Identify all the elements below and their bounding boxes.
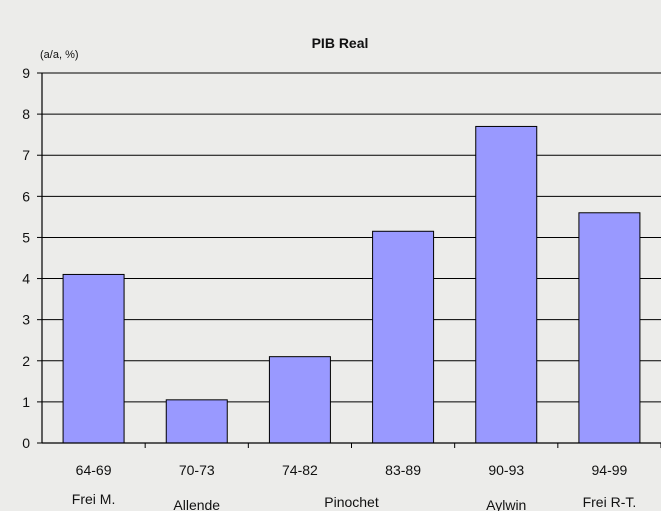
y-tick-label: 0 [22, 435, 30, 451]
y-tick-label: 8 [22, 106, 30, 122]
axes [37, 72, 661, 448]
x-tick-label: 90-93 [488, 462, 524, 478]
x-tick-label: 74-82 [282, 462, 318, 478]
bar-90-93 [475, 125, 538, 444]
period-label: Pinochet [324, 494, 379, 510]
y-unit-label: (a/a, %) [40, 49, 79, 61]
bar-70-73 [165, 399, 228, 444]
x-tick-label: 83-89 [385, 462, 421, 478]
gridlines [42, 72, 661, 403]
y-tick-label: 5 [22, 229, 30, 245]
y-tick-labels: 0 1 2 3 4 5 6 7 8 9 [22, 65, 30, 451]
x-tick-label: 70-73 [179, 462, 215, 478]
y-tick-label: 3 [22, 312, 30, 328]
y-tick-label: 4 [22, 271, 30, 287]
x-tick-label: 94-99 [592, 462, 628, 478]
period-label: Frei R-T. [583, 494, 637, 510]
y-tick-label: 6 [22, 188, 30, 204]
bar-64-69 [62, 273, 125, 444]
y-tick-label: 1 [22, 394, 30, 410]
period-label: Frei M. [72, 491, 116, 507]
bar-83-89 [372, 230, 435, 444]
bar-94-99 [578, 212, 641, 444]
x-tick-labels: 64-69 70-73 74-82 83-89 90-93 94-99 [76, 462, 628, 478]
bar-74-82 [268, 356, 331, 444]
bars [62, 125, 641, 444]
y-tick-label: 7 [22, 147, 30, 163]
y-tick-label: 2 [22, 353, 30, 369]
x-tick-label: 64-69 [76, 462, 112, 478]
period-labels: Frei M. Allende Pinochet Aylwin Frei R-T. [72, 491, 636, 511]
chart-title: PIB Real [312, 35, 369, 51]
period-label: Allende [173, 497, 220, 511]
period-label: Aylwin [486, 497, 526, 511]
y-tick-label: 9 [22, 65, 30, 81]
